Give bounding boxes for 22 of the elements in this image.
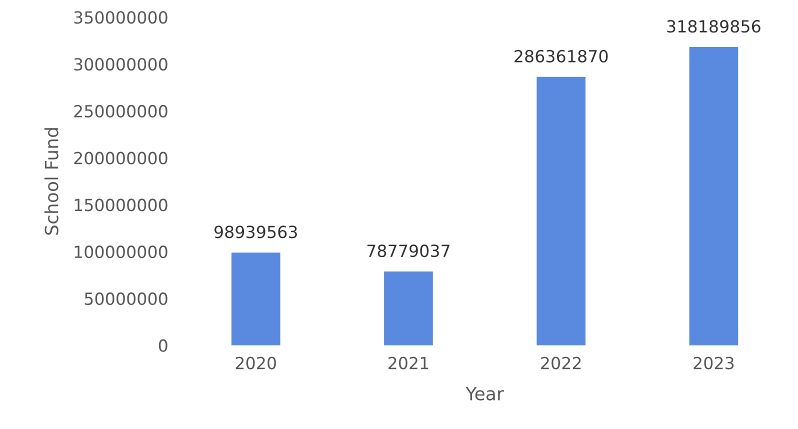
y-tick-label: 150000000 xyxy=(74,198,168,212)
bar xyxy=(384,271,433,346)
y-tick-label: 0 xyxy=(158,339,168,352)
y-tick-label: 50000000 xyxy=(84,292,168,306)
data-label: 318189856 xyxy=(667,20,760,33)
data-label: 286361870 xyxy=(514,50,608,62)
y-tick-label: 100000000 xyxy=(74,246,168,258)
data-label: 98939563 xyxy=(214,226,297,238)
bar xyxy=(689,46,738,346)
y-tick-label: 200000000 xyxy=(74,152,168,164)
x-tick-label: 2023 xyxy=(694,356,734,370)
bar xyxy=(231,252,280,346)
data-label: 78779037 xyxy=(367,244,450,258)
y-axis-title: School Fund xyxy=(44,128,58,235)
x-tick-label: 2021 xyxy=(388,356,428,370)
y-tick-label: 250000000 xyxy=(74,104,168,118)
bar xyxy=(536,76,586,346)
x-axis-title: Year xyxy=(466,387,504,400)
x-tick-label: 2020 xyxy=(236,356,276,370)
y-tick-label: 300000000 xyxy=(74,58,168,71)
y-tick-label: 350000000 xyxy=(74,11,168,24)
x-tick-label: 2022 xyxy=(541,356,581,370)
